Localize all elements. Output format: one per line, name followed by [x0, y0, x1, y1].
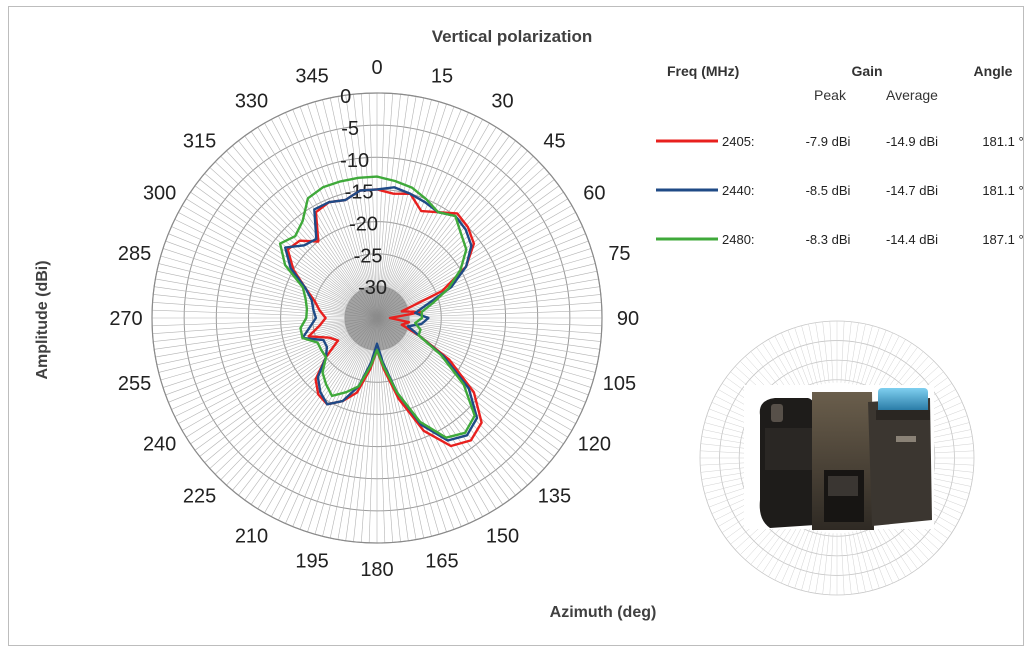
angle-tick-135: 135 [538, 485, 571, 507]
angle-tick-240: 240 [143, 434, 176, 456]
angle-tick-45: 45 [543, 131, 565, 153]
legend-freq-2: 2480: [722, 232, 755, 247]
legend-header-angle: Angle [974, 63, 1013, 79]
angle-tick-180: 180 [360, 559, 393, 581]
angle-tick-60: 60 [583, 183, 605, 205]
angle-tick-30: 30 [491, 91, 513, 113]
angle-tick-15: 15 [431, 66, 453, 88]
series-layer [278, 175, 483, 448]
inset-picture [699, 320, 975, 596]
legend-angle-0: 181.1 ° [982, 134, 1023, 149]
angle-tick-300: 300 [143, 183, 176, 205]
angle-tick-195: 195 [295, 550, 328, 572]
angle-tick-225: 225 [183, 485, 216, 507]
angle-tick-75: 75 [608, 243, 630, 265]
legend-header-gain: Gain [851, 63, 882, 79]
angle-tick-90: 90 [617, 308, 639, 330]
legend-header-average: Average [886, 87, 938, 103]
angle-tick-255: 255 [118, 373, 151, 395]
radial-tick--15: -15 [345, 182, 374, 204]
radial-tick--30: -30 [358, 277, 387, 299]
legend-average-1: -14.7 dBi [886, 183, 938, 198]
polar-grid [151, 92, 603, 544]
angle-tick-315: 315 [183, 131, 216, 153]
legend-peak-1: -8.5 dBi [806, 183, 851, 198]
legend-angle-2: 187.1 ° [982, 232, 1023, 247]
radial-tick--10: -10 [340, 150, 369, 172]
thermal-camera-icon [744, 385, 934, 530]
legend-header-freq: Freq (MHz) [667, 63, 739, 79]
angle-tick-285: 285 [118, 243, 151, 265]
series-line-2480 [278, 175, 476, 439]
legend-peak-2: -8.3 dBi [806, 232, 851, 247]
angle-tick-330: 330 [235, 91, 268, 113]
angle-tick-210: 210 [235, 525, 268, 547]
legend-average-0: -14.9 dBi [886, 134, 938, 149]
angle-tick-150: 150 [486, 525, 519, 547]
radial-tick--5: -5 [341, 118, 359, 140]
angle-tick-165: 165 [425, 550, 458, 572]
angle-tick-270: 270 [109, 308, 142, 330]
legend-angle-1: 181.1 ° [982, 183, 1023, 198]
radial-tick--25: -25 [354, 245, 383, 267]
angle-tick-labels: 0 15 30 45 60 75 90 105 120 135 150 165 180 195 210 225… [109, 57, 639, 581]
legend-header-peak: Peak [814, 87, 847, 103]
angle-tick-345: 345 [295, 66, 328, 88]
legend-freq-0: 2405: [722, 134, 755, 149]
angle-tick-105: 105 [603, 373, 636, 395]
legend-average-2: -14.4 dBi [886, 232, 938, 247]
angle-tick-0: 0 [371, 57, 382, 79]
legend-peak-0: -7.9 dBi [806, 134, 851, 149]
x-axis-label: Azimuth (deg) [550, 604, 657, 621]
radial-tick-labels: 0 -5 -10 -15 -20 -25 -30 [340, 86, 387, 299]
series-line-2440 [284, 186, 479, 442]
polar-chart: Vertical polarization Azimuth (deg) Ampl… [34, 27, 1024, 621]
chart-title: Vertical polarization [432, 27, 593, 46]
legend-freq-1: 2440: [722, 183, 755, 198]
radial-tick--20: -20 [349, 214, 378, 236]
y-axis-label: Amplitude (dBi) [34, 260, 51, 379]
legend: Freq (MHz) Gain Angle Peak Average 2405:… [656, 63, 1024, 247]
radial-tick-0: 0 [340, 86, 351, 108]
angle-tick-120: 120 [578, 434, 611, 456]
